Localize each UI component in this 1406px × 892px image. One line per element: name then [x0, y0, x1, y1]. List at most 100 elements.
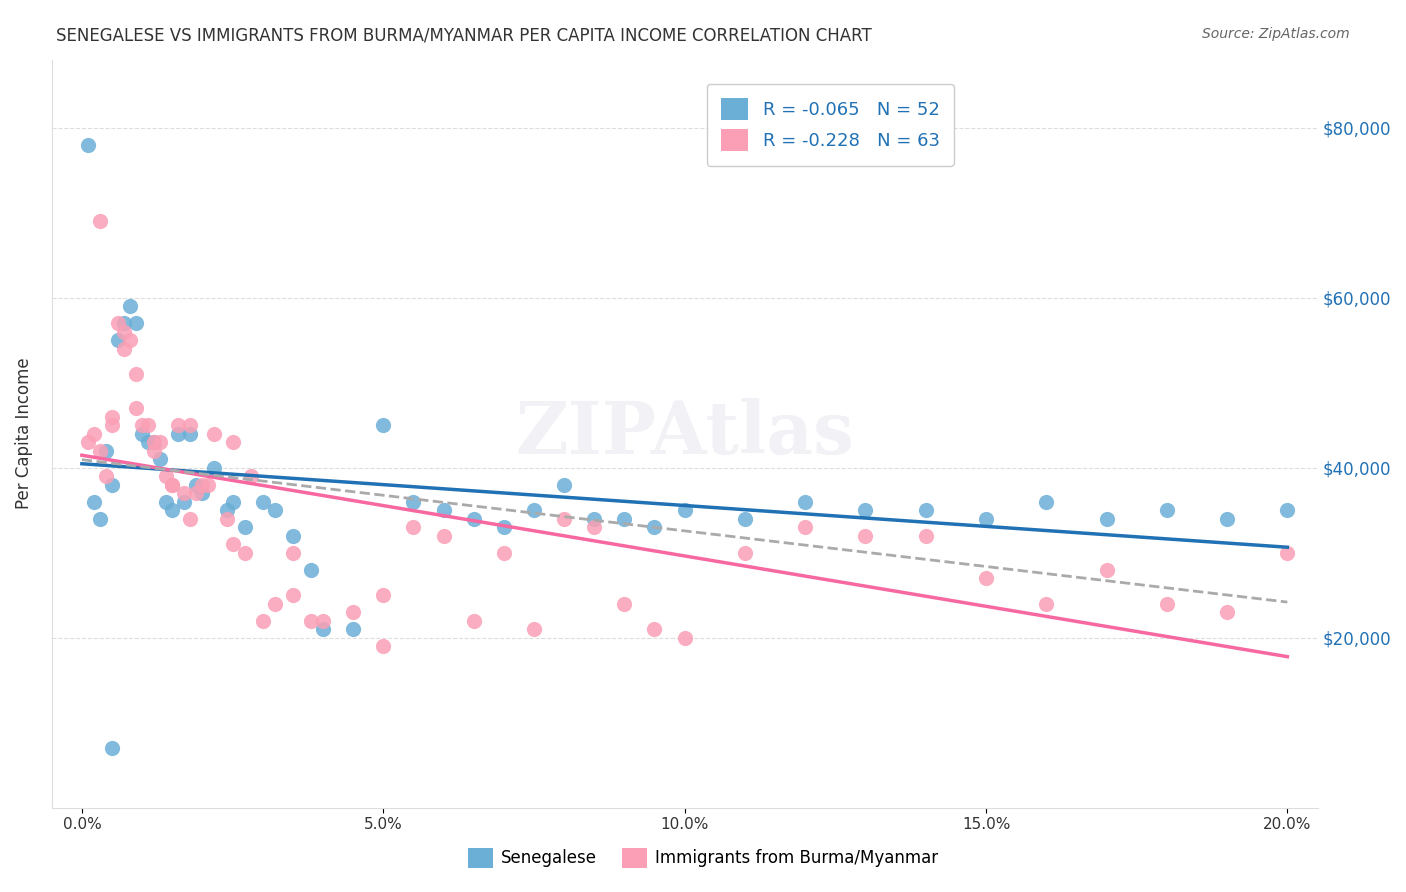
Point: [131, 418, 153, 433]
Point: [1035, 494, 1057, 508]
Point: [794, 520, 817, 534]
Point: [1035, 597, 1057, 611]
Point: [107, 316, 129, 330]
Point: [794, 494, 817, 508]
Point: [1095, 511, 1118, 525]
Point: [299, 563, 322, 577]
Point: [299, 614, 322, 628]
Point: [252, 614, 274, 628]
Point: [263, 597, 285, 611]
Point: [492, 546, 515, 560]
Point: [1156, 503, 1178, 517]
Point: [89, 214, 111, 228]
Point: [523, 622, 546, 636]
Legend: Senegalese, Immigrants from Burma/Myanmar: Senegalese, Immigrants from Burma/Myanma…: [461, 841, 945, 875]
Point: [167, 418, 190, 433]
Point: [101, 409, 124, 424]
Point: [239, 469, 262, 483]
Point: [673, 631, 696, 645]
Point: [191, 486, 214, 500]
Point: [432, 503, 454, 517]
Point: [179, 511, 201, 525]
Point: [125, 367, 148, 381]
Point: [855, 503, 877, 517]
Point: [673, 503, 696, 517]
Point: [101, 418, 124, 433]
Point: [644, 520, 666, 534]
Point: [101, 477, 124, 491]
Point: [974, 511, 997, 525]
Point: [1277, 546, 1299, 560]
Point: [312, 622, 335, 636]
Point: [83, 494, 105, 508]
Point: [101, 741, 124, 756]
Point: [94, 443, 117, 458]
Point: [914, 529, 936, 543]
Point: [492, 520, 515, 534]
Point: [553, 511, 575, 525]
Legend: R = -0.065   N = 52, R = -0.228   N = 63: R = -0.065 N = 52, R = -0.228 N = 63: [707, 84, 955, 166]
Point: [281, 529, 304, 543]
Point: [83, 426, 105, 441]
Point: [1216, 511, 1239, 525]
Point: [312, 614, 335, 628]
Point: [221, 435, 243, 450]
Point: [112, 325, 135, 339]
Point: [233, 546, 256, 560]
Point: [734, 546, 756, 560]
Point: [107, 333, 129, 347]
Point: [173, 494, 195, 508]
Text: Source: ZipAtlas.com: Source: ZipAtlas.com: [1202, 27, 1350, 41]
Point: [373, 639, 395, 653]
Point: [734, 511, 756, 525]
Point: [914, 503, 936, 517]
Point: [112, 342, 135, 356]
Point: [644, 622, 666, 636]
Point: [215, 503, 238, 517]
Point: [155, 494, 177, 508]
Point: [613, 597, 636, 611]
Point: [143, 435, 166, 450]
Point: [155, 469, 177, 483]
Point: [143, 435, 166, 450]
Point: [89, 443, 111, 458]
Point: [162, 503, 184, 517]
Point: [974, 571, 997, 585]
Point: [342, 622, 364, 636]
Point: [136, 435, 159, 450]
Point: [263, 503, 285, 517]
Point: [1216, 605, 1239, 619]
Point: [186, 486, 208, 500]
Point: [149, 435, 172, 450]
Point: [131, 426, 153, 441]
Point: [77, 435, 100, 450]
Point: [143, 443, 166, 458]
Point: [167, 426, 190, 441]
Point: [120, 333, 142, 347]
Point: [197, 477, 219, 491]
Point: [432, 529, 454, 543]
Point: [233, 520, 256, 534]
Point: [373, 418, 395, 433]
Point: [204, 426, 226, 441]
Point: [1095, 563, 1118, 577]
Point: [252, 494, 274, 508]
Point: [162, 477, 184, 491]
Point: [1277, 503, 1299, 517]
Point: [204, 460, 226, 475]
Point: [613, 511, 636, 525]
Point: [120, 299, 142, 313]
Point: [342, 605, 364, 619]
Point: [125, 401, 148, 416]
Point: [173, 486, 195, 500]
Point: [162, 477, 184, 491]
Point: [179, 418, 201, 433]
Point: [855, 529, 877, 543]
Point: [112, 316, 135, 330]
Point: [523, 503, 546, 517]
Point: [221, 537, 243, 551]
Point: [179, 426, 201, 441]
Point: [373, 588, 395, 602]
Point: [553, 477, 575, 491]
Point: [215, 511, 238, 525]
